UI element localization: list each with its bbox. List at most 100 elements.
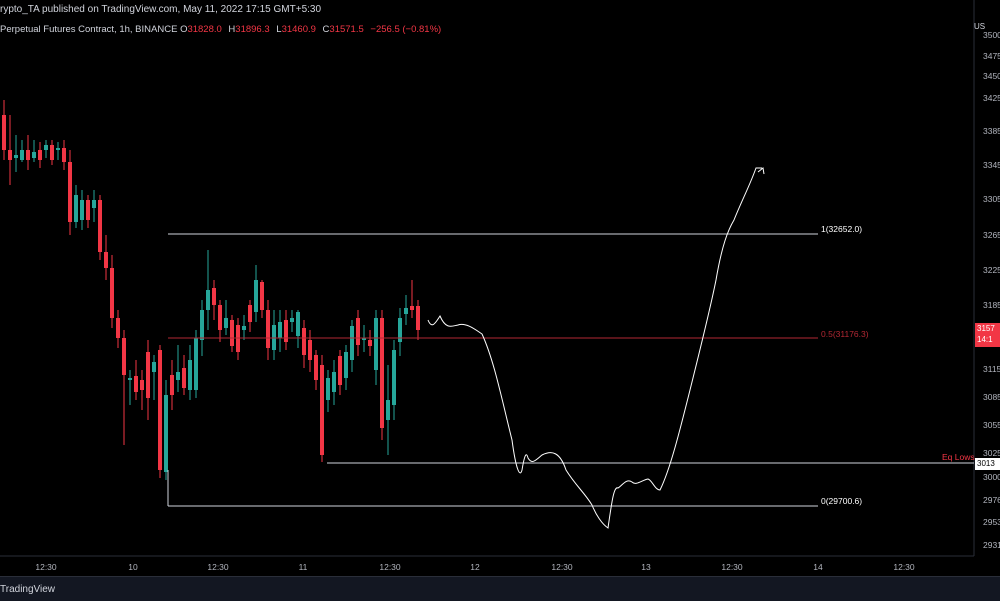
- symbol-legend: Perpetual Futures Contract, 1h, BINANCE …: [0, 24, 445, 35]
- ohlc-values: O31828.0 H31896.3 L31460.9 C31571.5: [180, 24, 368, 35]
- publisher-text: rypto_TA published on TradingView.com, M…: [0, 4, 322, 15]
- candle-body: [362, 338, 366, 340]
- candle-body: [254, 280, 258, 312]
- time-tick-label: 11: [299, 562, 308, 572]
- candle-body: [224, 318, 228, 328]
- candle-body: [8, 150, 12, 160]
- price-tick-label: 3265: [983, 230, 1000, 240]
- candle-body: [14, 155, 18, 158]
- candle-body: [260, 282, 264, 310]
- price-tick-label: 3115: [983, 364, 1000, 374]
- candle-body: [410, 306, 414, 310]
- candle-body: [284, 320, 288, 342]
- ohlc-value: 31896.3: [235, 24, 270, 35]
- currency-badge[interactable]: US: [974, 22, 986, 31]
- footer-bar: TradingView: [0, 576, 1000, 601]
- ohlc-key: L: [273, 24, 282, 35]
- candle-body: [374, 318, 378, 370]
- current-price-tag: 3157 14:1: [975, 323, 1000, 347]
- candle-body: [266, 310, 270, 348]
- price-tick-label: 3425: [983, 93, 1000, 103]
- candle-countdown: 14:1: [977, 335, 993, 344]
- candle-body: [302, 328, 306, 355]
- candle-body: [116, 318, 120, 338]
- ohlc-key: C: [319, 24, 330, 35]
- eq-lows-label: Eq Lows: [942, 452, 975, 462]
- candle-body: [176, 372, 180, 380]
- ohlc-value: 31828.0: [187, 24, 222, 35]
- price-tick-label: 3025: [983, 448, 1000, 458]
- candle-body: [404, 308, 408, 314]
- candle-body: [356, 318, 360, 345]
- candle-body: [86, 200, 90, 220]
- fib-level-05-label: 0.5(31176.3): [821, 329, 869, 339]
- price-tick-label: 3185: [983, 300, 1000, 310]
- candle-body: [344, 352, 348, 378]
- price-axis[interactable]: 3500 3475 3450 3425 3385 3345 3305 3265 3225 3185…: [983, 30, 1000, 550]
- candle-body: [92, 200, 96, 208]
- time-tick-label: 10: [128, 562, 138, 572]
- candle-body: [32, 152, 36, 158]
- price-tick-label: 3500: [983, 30, 1000, 40]
- candle-body: [350, 326, 354, 360]
- time-tick-label: 12:30: [35, 562, 57, 572]
- price-tick-label: 3000: [983, 472, 1000, 482]
- candle-body: [170, 375, 174, 395]
- candle-body: [206, 290, 210, 310]
- projection-arrow-icon: [757, 167, 765, 175]
- candle-body: [200, 310, 204, 340]
- time-tick-label: 14: [813, 562, 823, 572]
- candle-body: [50, 145, 54, 160]
- time-tick-label: 12:30: [379, 562, 401, 572]
- ohlc-value: 31460.9: [281, 24, 316, 35]
- fib-level-1-label: 1(32652.0): [821, 224, 862, 234]
- candle-body: [182, 368, 186, 388]
- price-tick-label: 3475: [983, 51, 1000, 61]
- candle-body: [242, 326, 246, 330]
- candles-group: [2, 100, 420, 480]
- price-chart[interactable]: 1(32652.0) 0.5(31176.3) 0(29700.6) Eq Lo…: [0, 0, 1000, 576]
- eq-lows-price-tag: 3013: [975, 458, 1000, 470]
- time-tick-label: 12:30: [893, 562, 915, 572]
- price-tick-label: 3345: [983, 160, 1000, 170]
- candle-body: [62, 148, 66, 162]
- fib-level-0-label: 0(29700.6): [821, 496, 862, 506]
- time-axis[interactable]: 12:30 10 12:30 11 12:30 12 12:30 13 12:30 14 12:30: [35, 562, 915, 572]
- candle-body: [296, 312, 300, 336]
- candle-body: [368, 340, 372, 346]
- time-tick-label: 12: [470, 562, 480, 572]
- candle-body: [194, 338, 198, 390]
- price-change: −256.5 (−0.81%): [370, 24, 442, 35]
- candle-body: [140, 380, 144, 390]
- candle-body: [146, 352, 150, 398]
- candle-body: [332, 372, 336, 392]
- price-tick-label: 3225: [983, 265, 1000, 275]
- candle-body: [188, 360, 192, 390]
- candle-body: [74, 195, 78, 222]
- candle-body: [152, 362, 156, 372]
- candle-body: [398, 318, 402, 342]
- candle-body: [104, 252, 108, 268]
- ohlc-key: H: [225, 24, 236, 35]
- candle-body: [56, 148, 60, 150]
- candle-body: [134, 376, 138, 392]
- candle-body: [218, 305, 222, 330]
- symbol-name: Perpetual Futures Contract, 1h, BINANCE: [0, 24, 178, 35]
- ohlc-key: O: [180, 24, 188, 35]
- candle-body: [128, 378, 132, 380]
- candle-body: [44, 145, 48, 150]
- price-tick-label: 2931: [983, 540, 1000, 550]
- candle-body: [338, 356, 342, 385]
- projection-path: [427, 167, 762, 529]
- time-tick-label: 12:30: [721, 562, 743, 572]
- candle-body: [164, 395, 168, 472]
- ohlc-value: 31571.5: [329, 24, 364, 35]
- time-tick-label: 12:30: [551, 562, 573, 572]
- current-price-value: 3157: [977, 324, 995, 333]
- price-tick-label: 3305: [983, 194, 1000, 204]
- price-tick-label: 2976: [983, 495, 1000, 505]
- candle-body: [326, 378, 330, 400]
- price-tick-label: 3085: [983, 392, 1000, 402]
- candle-body: [308, 340, 312, 360]
- tradingview-logo[interactable]: TradingView: [0, 584, 56, 595]
